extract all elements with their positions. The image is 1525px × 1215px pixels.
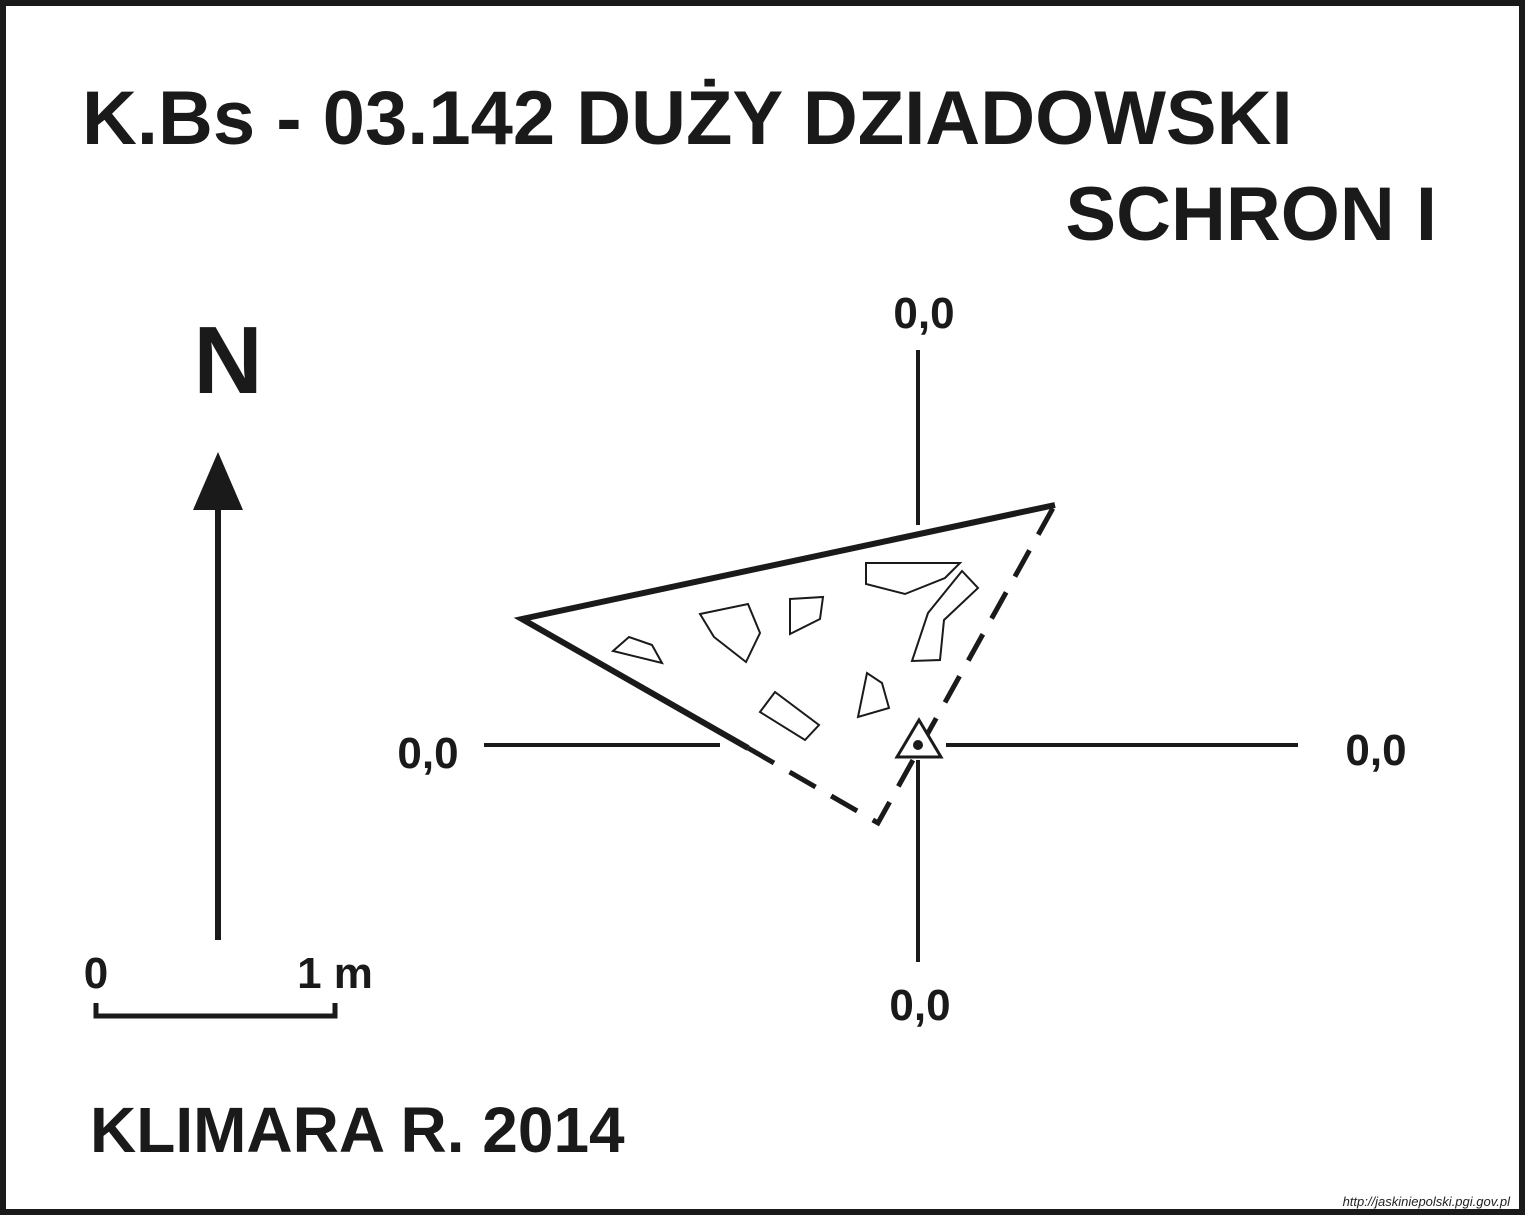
axis-label-bottom: 0,0 [889,981,950,1030]
station-triangle [894,717,944,759]
axis-label-top: 0,0 [893,289,954,338]
author-credit: KLIMARA R. 2014 [90,1094,625,1166]
scale-end-label: 1 m [297,949,373,998]
map-title-line1: K.Bs - 03.142 DUŻY DZIADOWSKI [82,76,1293,161]
scale-start-label: 0 [84,949,108,998]
rock-block [856,671,891,719]
map-title-line2: SCHRON I [1065,172,1437,257]
rock-block [610,635,664,665]
rock-block [789,595,825,636]
scale-bar-line [93,1003,338,1019]
axis-label-left: 0,0 [397,729,458,778]
cave-entrance-dashed [746,506,1056,827]
rock-block [698,602,762,664]
rock-block [865,562,963,596]
rock-block [910,569,980,663]
north-arrow-head [193,452,243,510]
north-label: N [193,307,262,414]
scale-bar: 0 1 m [84,949,373,1019]
cave-wall-solid [513,502,1056,751]
source-url: http://jaskiniepolski.pgi.gov.pl [1343,1194,1512,1209]
axis-label-right: 0,0 [1345,726,1406,775]
reference-cross: 0,0 0,0 0,0 0,0 [397,289,1406,1030]
survey-station-icon [894,717,944,759]
rock-block [758,690,821,742]
north-arrow: N [193,307,263,940]
cave-outline [513,502,1056,827]
rock-blocks [610,562,980,742]
station-dot [913,740,923,750]
